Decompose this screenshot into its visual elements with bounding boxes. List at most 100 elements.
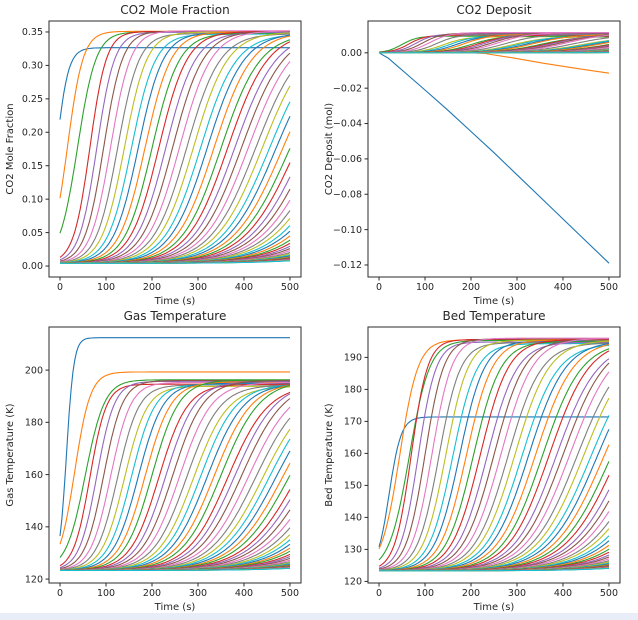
x-tick-label: 300 [189, 282, 207, 293]
x-tick-label: 400 [554, 282, 572, 293]
y-tick-label: 0.00 [22, 261, 43, 272]
axes-spines [48, 20, 302, 278]
y-tick-label: 120 [344, 577, 362, 588]
y-tick-label: −0.10 [333, 225, 362, 236]
x-tick-label: 0 [57, 282, 63, 293]
y-tick-label: −0.02 [333, 83, 362, 94]
y-tick-label: 160 [344, 449, 362, 460]
series-line [60, 52, 291, 264]
y-axis-label: Gas Temperature (K) [5, 403, 16, 506]
y-tick-label: 0.20 [22, 127, 43, 138]
y-tick-label: −0.04 [333, 119, 362, 130]
axes-spines [367, 20, 621, 278]
plot-lines-group [59, 337, 291, 572]
x-tick-label: 200 [143, 588, 161, 599]
x-tick-label: 400 [235, 282, 253, 293]
series-line [59, 371, 290, 545]
x-tick-label: 200 [462, 588, 480, 599]
subplot-bed-temperature: 0 100 200 300 400 500 120 130 140 150 160 170 180 190… [319, 306, 638, 613]
series-line [59, 337, 290, 537]
window-edge-strip [0, 613, 638, 620]
series-line [59, 47, 290, 120]
y-tick-label: 150 [344, 481, 362, 492]
series-line [60, 567, 291, 572]
x-axis-label: Time (s) [154, 602, 196, 612]
y-tick-label: 190 [344, 353, 362, 364]
y-tick-label: 170 [344, 417, 362, 428]
series-line [59, 33, 290, 264]
y-axis-label: CO2 Mole Fraction [5, 103, 16, 194]
series-line [379, 567, 610, 572]
y-tick-label: 160 [25, 470, 43, 481]
chart-title: CO2 Deposit [456, 3, 531, 17]
x-tick-label: 400 [235, 588, 253, 599]
x-tick-label: 100 [97, 588, 115, 599]
x-tick-label: 500 [600, 588, 618, 599]
x-tick-label: 100 [416, 282, 434, 293]
y-tick-label: 180 [25, 418, 43, 429]
y-tick-label: 0.30 [22, 61, 43, 72]
x-tick-label: 0 [376, 282, 382, 293]
x-tick-label: 0 [376, 588, 382, 599]
y-tick-label: 0.25 [22, 94, 43, 105]
x-tick-label: 0 [57, 588, 63, 599]
y-tick-label: 0.35 [22, 27, 43, 38]
y-tick-label: 200 [25, 365, 43, 376]
subplot-co2-deposit: 0 100 200 300 400 500 0.00 −0.02 −0.04 −0.06 −0.08… [319, 0, 638, 307]
chart-title: Bed Temperature [442, 309, 545, 323]
y-tick-label: 0.15 [22, 161, 43, 172]
plot-lines-group [59, 30, 291, 264]
x-axis-label: Time (s) [154, 296, 196, 306]
x-tick-label: 500 [600, 282, 618, 293]
chart-svg-co2-mole-fraction: 0 100 200 300 400 500 0.00 0.05 0.10 0.15 0.20 0.25… [5, 3, 302, 307]
x-tick-label: 500 [281, 282, 299, 293]
x-tick-label: 100 [97, 282, 115, 293]
subplot-gas-temperature: 0 100 200 300 400 500 120 140 160 180 200 Gas Tempe… [0, 306, 319, 613]
chart-title: CO2 Mole Fraction [120, 3, 229, 17]
series-line [378, 337, 609, 571]
x-axis-label: Time (s) [473, 296, 515, 306]
series-line [60, 398, 291, 571]
series-line [60, 74, 291, 264]
subplot-co2-mole-fraction: 0 100 200 300 400 500 0.00 0.05 0.10 0.15 0.20 0.25… [0, 0, 319, 307]
x-tick-label: 500 [281, 588, 299, 599]
x-axis-label: Time (s) [473, 602, 515, 612]
chart-title: Gas Temperature [124, 309, 227, 323]
x-tick-label: 300 [189, 588, 207, 599]
chart-svg-co2-deposit: 0 100 200 300 400 500 0.00 −0.02 −0.04 −0.06 −0.08… [324, 3, 621, 307]
series-line [378, 343, 609, 571]
axes-spines [48, 326, 302, 584]
plot-lines-group [378, 31, 610, 264]
plot-lines-group [378, 337, 610, 572]
series-line [59, 30, 290, 262]
x-tick-label: 400 [554, 588, 572, 599]
x-tick-label: 200 [462, 282, 480, 293]
y-tick-label: −0.06 [333, 154, 362, 165]
axes-spines [367, 326, 621, 584]
x-tick-label: 300 [508, 588, 526, 599]
y-tick-label: 140 [25, 522, 43, 533]
series-line [378, 338, 609, 572]
y-tick-label: −0.08 [333, 189, 362, 200]
y-tick-label: 0.00 [341, 48, 362, 59]
y-tick-label: 0.05 [22, 228, 43, 239]
y-tick-label: 180 [344, 385, 362, 396]
y-axis-label: CO2 Deposit (mol) [324, 103, 335, 195]
series-line [60, 382, 290, 571]
chart-svg-gas-temperature: 0 100 200 300 400 500 120 140 160 180 200 Gas Tempe… [5, 309, 302, 613]
chart-svg-bed-temperature: 0 100 200 300 400 500 120 130 140 150 160 170 180 190… [324, 309, 621, 613]
series-line [60, 379, 290, 571]
y-axis-label: Bed Temperature (K) [324, 403, 335, 507]
y-tick-label: 140 [344, 513, 362, 524]
series-line [378, 52, 610, 264]
x-tick-label: 300 [508, 282, 526, 293]
series-line [378, 51, 610, 74]
x-tick-label: 100 [416, 588, 434, 599]
series-line [60, 260, 291, 264]
series-line [379, 338, 609, 572]
series-line [60, 30, 290, 264]
x-tick-label: 200 [143, 282, 161, 293]
y-tick-label: 130 [344, 545, 362, 556]
y-tick-label: 120 [25, 574, 43, 585]
